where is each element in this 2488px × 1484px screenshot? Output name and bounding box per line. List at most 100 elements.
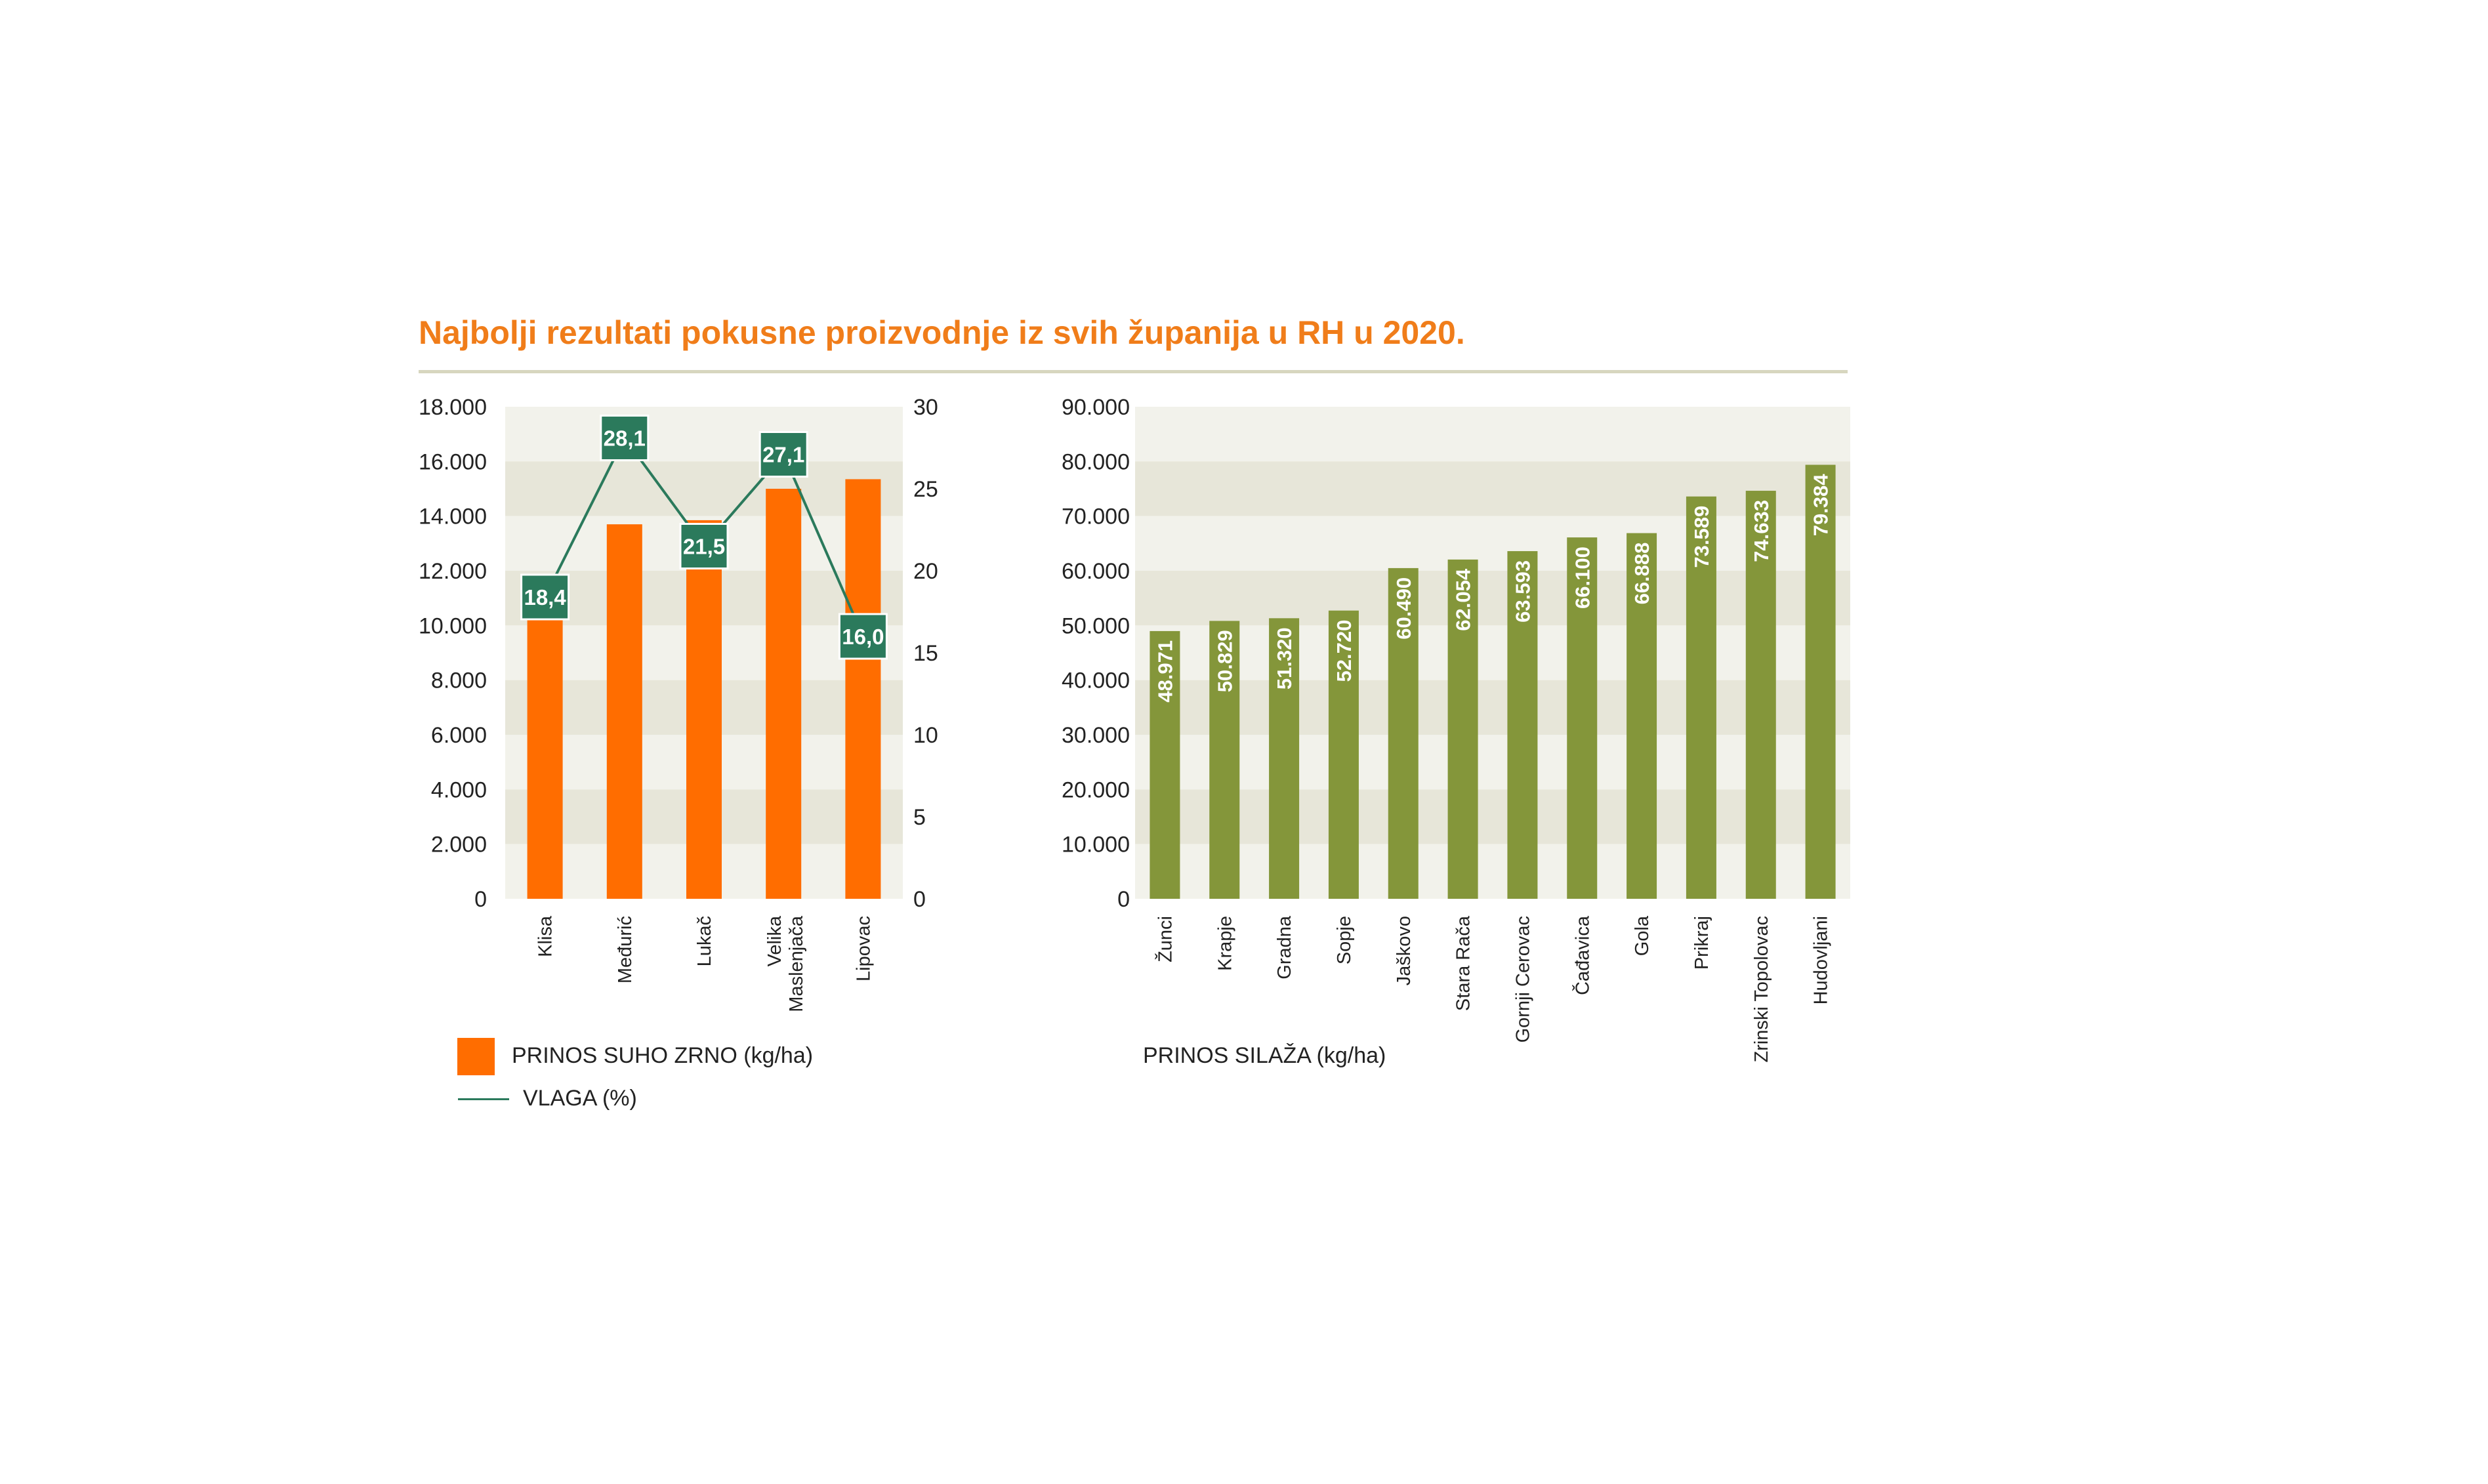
chart1-x-tick: VelikaMaslenjača — [764, 915, 807, 1012]
chart1-y2-tick: 25 — [913, 477, 938, 502]
chart2-y-tick: 60.000 — [1062, 559, 1130, 584]
legend-label-grain: PRINOS SUHO ZRNO (kg/ha) — [512, 1043, 814, 1068]
chart1-y2-tick: 5 — [913, 805, 926, 830]
chart2-x-tick: Zrinski Topolovac — [1751, 916, 1772, 1063]
chart2-x-tick: Gradna — [1274, 915, 1295, 979]
chart2-x-tick: Jaškovo — [1394, 916, 1415, 985]
chart1-y2-tick: 30 — [913, 395, 938, 420]
chart2-bar-čađavica — [1567, 537, 1598, 899]
chart1-y-tick: 8.000 — [431, 669, 487, 693]
chart1-y-tick: 4.000 — [431, 777, 487, 802]
chart2-bar-value: 51.320 — [1273, 627, 1296, 690]
chart2-bar-stara-rača — [1447, 559, 1478, 899]
chart1-moisture-marker — [600, 415, 650, 461]
chart1-moisture-marker — [838, 613, 888, 660]
chart2-y-tick: 70.000 — [1062, 505, 1130, 529]
chart2-y-tick: 10.000 — [1062, 833, 1130, 857]
chart2-x-tick: Gornji Cerovac — [1512, 916, 1533, 1042]
chart1-y-tick: 6.000 — [431, 723, 487, 748]
chart2-bar-value: 73.589 — [1690, 506, 1713, 568]
chart2-y-tick: 90.000 — [1062, 395, 1130, 420]
chart1-x-tick: Lipovac — [853, 916, 874, 981]
chart2-bar-žunci — [1150, 630, 1180, 899]
chart2-band — [1135, 735, 1850, 790]
page-title: Najbolji rezultati pokusne proizvodnje i… — [419, 314, 1465, 351]
chart2-y-tick: 20.000 — [1062, 777, 1130, 802]
chart1-x-tick: Međurić — [615, 916, 636, 983]
chart2-bar-krapje — [1209, 621, 1240, 899]
chart1-x-tick: Klisa — [535, 915, 556, 957]
chart2-y-tick: 30.000 — [1062, 723, 1130, 748]
legend-swatch-grain — [457, 1038, 495, 1075]
chart2-y-tick: 80.000 — [1062, 449, 1130, 474]
chart2-y-tick: 40.000 — [1062, 669, 1130, 693]
chart2-x-tick: Hudovljani — [1811, 916, 1832, 1004]
chart2-band — [1135, 680, 1850, 735]
chart2-bar-hudovljani — [1805, 464, 1836, 899]
chart2-bar-gola — [1627, 533, 1657, 899]
chart1-bar-lukač — [686, 520, 722, 899]
chart2-x-tick: Žunci — [1154, 916, 1176, 962]
chart2-bar-value: 66.888 — [1630, 543, 1653, 605]
chart1-y-tick: 2.000 — [431, 833, 487, 857]
chart2-band — [1135, 516, 1850, 571]
chart1-moisture-marker — [679, 523, 729, 569]
chart2-bar-value: 74.633 — [1750, 500, 1773, 562]
chart1-moisture-label: 16,0 — [842, 625, 884, 649]
chart1-bar-velika-maslenjača — [766, 489, 802, 899]
chart2-band — [1135, 571, 1850, 626]
chart2-bar-value: 66.100 — [1571, 546, 1594, 609]
chart1-moisture-label: 18,4 — [524, 585, 566, 609]
chart1-y-tick: 0 — [474, 887, 487, 912]
chart2-bar-value: 62.054 — [1452, 568, 1475, 631]
chart2-y-tick: 50.000 — [1062, 613, 1130, 638]
legend-line-moisture — [458, 1098, 509, 1100]
chart2-x-tick: Sopje — [1334, 916, 1355, 964]
chart1-y2-tick: 10 — [913, 723, 938, 748]
chart2-band — [1135, 789, 1850, 844]
chart1-moisture-marker — [520, 573, 570, 621]
chart2-band — [1135, 461, 1850, 516]
chart2-band — [1135, 844, 1850, 899]
chart1-x-tick: Lukač — [694, 916, 715, 966]
chart1-y2-tick: 20 — [913, 559, 938, 584]
chart2-bar-value: 48.971 — [1153, 640, 1176, 703]
chart2-y-tick: 0 — [1117, 887, 1130, 912]
chart1-y-tick: 12.000 — [419, 559, 487, 584]
chart2-bar-value: 60.490 — [1392, 577, 1415, 640]
chart1-moisture-label: 21,5 — [683, 535, 725, 559]
chart1-band — [505, 461, 903, 516]
chart1-y-tick: 14.000 — [419, 505, 487, 529]
chart2-bar-zrinski-topolovac — [1745, 491, 1776, 899]
chart2-bar-gornji-cerovac — [1507, 551, 1538, 899]
chart1-bar-međurić — [606, 524, 642, 899]
chart2-bar-value: 50.829 — [1213, 630, 1236, 692]
legend-label-moisture: VLAGA (%) — [523, 1086, 637, 1111]
chart1-y-tick: 10.000 — [419, 613, 487, 638]
chart1-y-tick: 16.000 — [419, 449, 487, 474]
legend-label-silage: PRINOS SILAŽA (kg/ha) — [1143, 1043, 1386, 1068]
chart2-bar-gradna — [1269, 618, 1300, 899]
chart1-bar-klisa — [527, 585, 563, 899]
chart2-x-tick: Prikraj — [1691, 916, 1712, 970]
chart2-band — [1135, 407, 1850, 462]
chart2-bar-value: 52.720 — [1333, 620, 1356, 682]
chart1-moisture-label: 28,1 — [604, 426, 646, 451]
chart1-y2-tick: 0 — [913, 887, 926, 912]
title-divider — [419, 370, 1848, 373]
chart2-band — [1135, 625, 1850, 680]
chart1-moisture-marker — [758, 431, 808, 478]
chart1-y-tick: 18.000 — [419, 395, 487, 420]
chart2-bar-value: 63.593 — [1511, 560, 1534, 623]
chart2-x-tick: Stara Rača — [1453, 915, 1474, 1011]
chart2-bar-value: 79.384 — [1810, 474, 1833, 537]
chart2-bar-prikraj — [1686, 496, 1716, 899]
chart2-x-tick: Krapje — [1214, 916, 1235, 971]
chart2-x-tick: Gola — [1632, 915, 1653, 956]
chart2-bar-sopje — [1328, 610, 1359, 899]
chart2-x-tick: Čađavica — [1571, 915, 1593, 995]
chart1-moisture-label: 27,1 — [762, 443, 804, 467]
chart1-bar-lipovac — [845, 479, 881, 899]
chart2-bar-jaškovo — [1388, 567, 1419, 899]
